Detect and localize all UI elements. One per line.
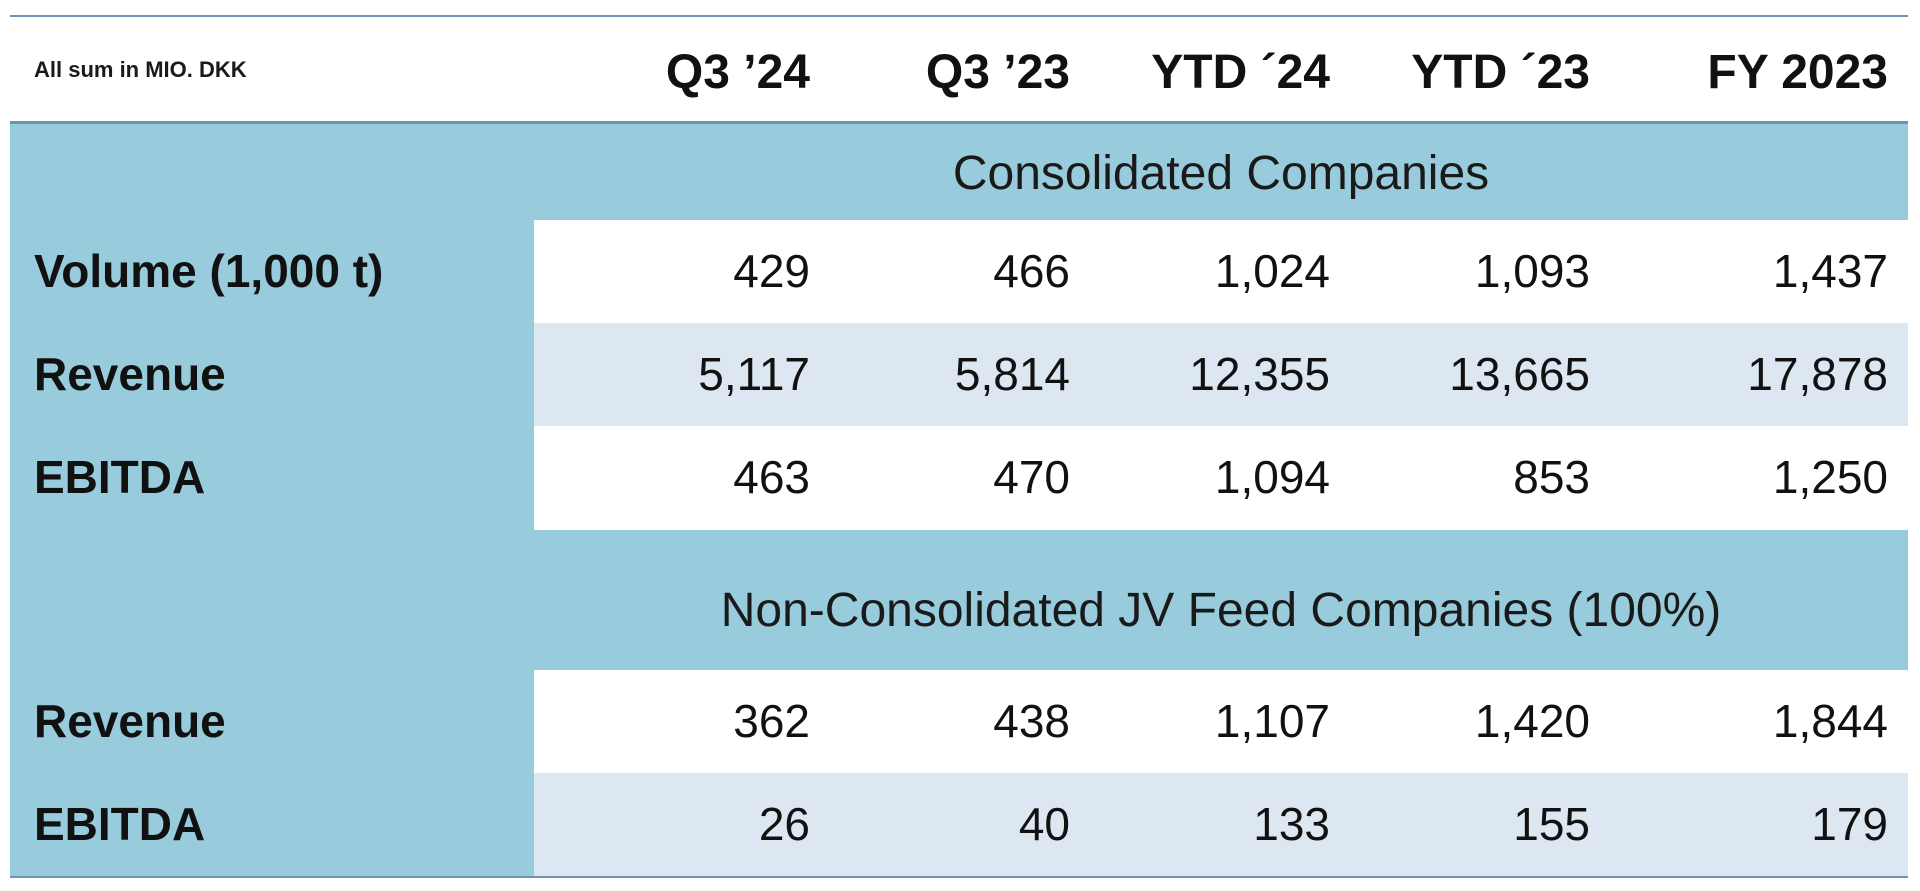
cell: 40	[1018, 798, 1070, 850]
cell: 470	[993, 451, 1070, 503]
column-header-q3-23: Q3 ’23	[925, 46, 1070, 99]
section-header-consolidated: Consolidated Companies	[534, 124, 1908, 220]
cell: 1,437	[1772, 245, 1888, 297]
cell: 1,107	[1214, 695, 1330, 747]
table-row	[534, 773, 1908, 876]
cell: 26	[758, 798, 810, 850]
table-header: All sum in MIO. DKK Q3 ’24 Q3 ’23 YTD ´2…	[10, 17, 1908, 121]
section-title: Consolidated Companies	[952, 147, 1490, 200]
column-header-ytd-24: YTD ´24	[1151, 46, 1330, 99]
cell: 466	[993, 245, 1070, 297]
column-header-ytd-23: YTD ´23	[1411, 46, 1590, 99]
cell: 13,665	[1449, 348, 1590, 400]
cell: 1,844	[1772, 695, 1888, 747]
cell: 438	[993, 695, 1070, 747]
cell: 853	[1513, 451, 1590, 503]
cell: 1,420	[1474, 695, 1590, 747]
financial-table: All sum in MIO. DKK Q3 ’24 Q3 ’23 YTD ´2…	[10, 15, 1908, 878]
cell: 5,814	[954, 348, 1070, 400]
label-column-band	[10, 124, 534, 876]
table-row	[534, 323, 1908, 426]
cell: 429	[733, 245, 810, 297]
column-header-q3-24: Q3 ’24	[665, 46, 810, 99]
cell: 362	[733, 695, 810, 747]
table-row	[534, 220, 1908, 323]
unit-label: All sum in MIO. DKK	[34, 57, 247, 82]
top-rule	[10, 15, 1908, 17]
cell: 1,250	[1772, 451, 1888, 503]
cell: 12,355	[1189, 348, 1330, 400]
column-header-fy-2023: FY 2023	[1707, 46, 1888, 99]
section-title: Non-Consolidated JV Feed Companies (100%…	[720, 584, 1722, 637]
row-label: Revenue	[34, 695, 226, 747]
row-label: EBITDA	[34, 451, 206, 503]
cell: 1,024	[1214, 245, 1330, 297]
header-rule	[10, 121, 1908, 124]
table-row	[534, 670, 1908, 773]
cell: 17,878	[1747, 348, 1888, 400]
cell: 1,093	[1474, 245, 1590, 297]
cell: 179	[1811, 798, 1888, 850]
table-row	[534, 426, 1908, 530]
cell: 133	[1253, 798, 1330, 850]
row-label: Volume (1,000 t)	[34, 245, 384, 297]
cell: 463	[733, 451, 810, 503]
row-label: EBITDA	[34, 798, 206, 850]
cell: 1,094	[1214, 451, 1330, 503]
cell: 5,117	[698, 348, 810, 400]
row-label: Revenue	[34, 348, 226, 400]
section-header-non-consolidated: Non-Consolidated JV Feed Companies (100%…	[534, 530, 1908, 670]
bottom-rule	[10, 876, 1908, 878]
cell: 155	[1513, 798, 1590, 850]
